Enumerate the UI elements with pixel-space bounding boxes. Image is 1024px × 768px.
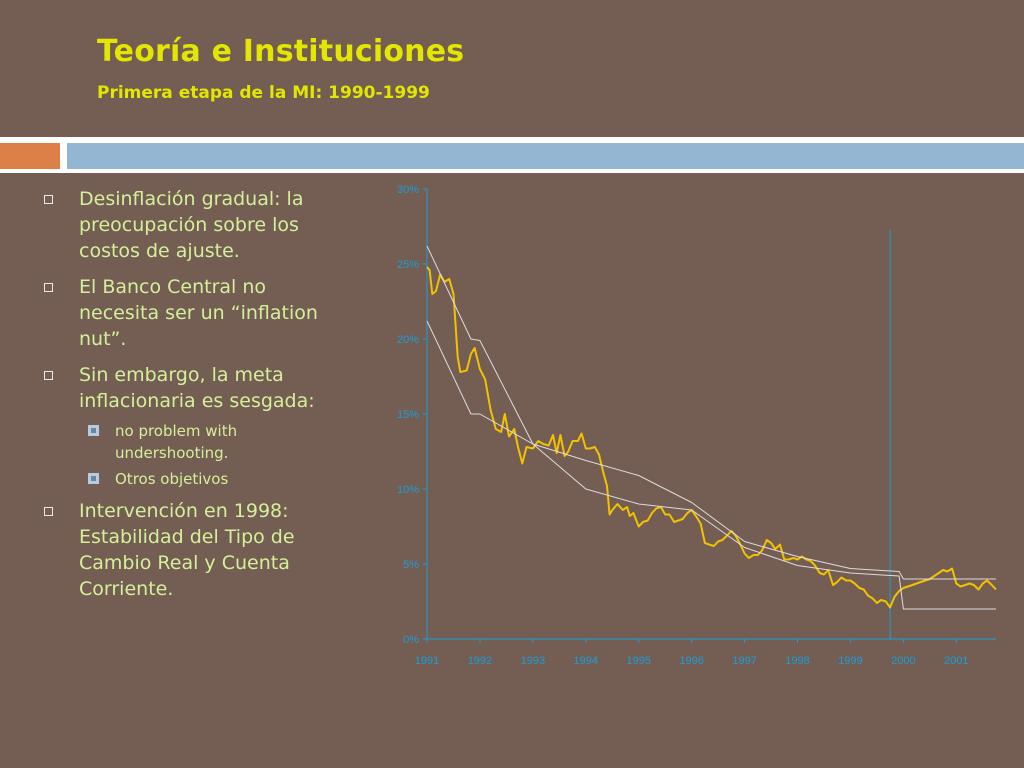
filled-square-bullet-icon [88,473,99,484]
bullet-item: El Banco Central no necesita ser un “inf… [42,274,352,352]
x-tick-label: 2001 [944,655,968,667]
square-bullet-icon [44,507,53,516]
bullet-item: Desinflación gradual: la preocupación so… [42,186,352,264]
bullet-text: Desinflación gradual: la preocupación so… [79,188,304,262]
y-tick-label: 20% [397,334,419,346]
accent-bar-orange [0,143,60,169]
x-tick-label: 1999 [838,655,862,667]
inflation-series-line [426,266,997,609]
sub-bullet-text: Otros objetivos [115,470,229,488]
filled-square-bullet-icon [88,425,99,436]
x-tick-label: 2000 [891,655,915,667]
x-tick-label: 1992 [468,655,492,667]
x-tick-label: 1993 [521,655,545,667]
x-tick-label: 1994 [574,655,598,667]
bullet-list: Desinflación gradual: la preocupación so… [42,186,352,612]
x-tick-label: 1995 [626,655,650,667]
bullet-text: Sin embargo, la meta inflacionaria es se… [79,364,315,412]
square-bullet-icon [44,283,53,292]
y-tick-label: 0% [403,634,419,646]
target-band-lower-line [426,320,996,610]
inflation-chart: 0% 5% 10% 15% 20% 25% 30% 1991 1992 1993 1994 1995 1… [397,184,997,667]
target-band-upper-line [426,245,996,580]
bullet-text: El Banco Central no necesita ser un “inf… [79,276,318,350]
y-tick-label: 5% [403,559,419,571]
sub-bullet-item: Otros objetivos [42,468,352,490]
x-tick-label: 1991 [415,655,439,667]
sub-bullet-text: no problem with undershooting. [115,422,238,462]
accent-bar-blue [67,143,1024,169]
sub-bullet-item: no problem with undershooting. [42,420,352,464]
y-tick-label: 25% [397,259,419,271]
slide-title: Teoría e Instituciones [97,34,465,69]
y-tick-label: 30% [397,184,419,196]
x-tick-label: 1996 [679,655,703,667]
x-tick-label: 1998 [785,655,809,667]
square-bullet-icon [44,371,53,380]
bullet-item: Intervención en 1998: Estabilidad del Ti… [42,498,352,602]
bullet-item: Sin embargo, la meta inflacionaria es se… [42,362,352,414]
square-bullet-icon [44,195,53,204]
slide-subtitle: Primera etapa de la MI: 1990-1999 [97,83,430,103]
y-tick-label: 15% [397,409,419,421]
y-tick-label: 10% [397,484,419,496]
bullet-text: Intervención en 1998: Estabilidad del Ti… [79,500,295,600]
x-tick-label: 1997 [732,655,756,667]
